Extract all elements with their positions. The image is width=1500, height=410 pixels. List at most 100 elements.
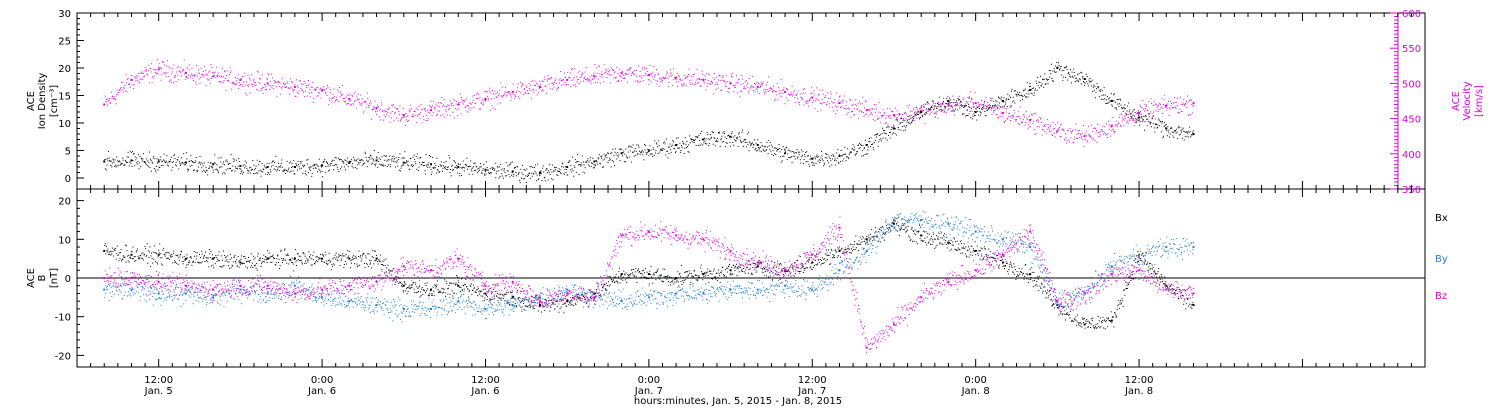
velocity-series-sample bbox=[1118, 116, 1120, 118]
density-series-sample bbox=[700, 143, 702, 145]
density-series-sample bbox=[672, 139, 674, 141]
bx-series-sample bbox=[112, 255, 114, 257]
velocity-series-sample bbox=[321, 90, 323, 92]
density-series-sample bbox=[702, 138, 704, 140]
density-series-sample bbox=[514, 167, 516, 169]
density-series-sample bbox=[332, 169, 334, 171]
density-series-sample bbox=[1190, 134, 1192, 136]
velocity-series-sample bbox=[826, 101, 828, 103]
density-series-sample bbox=[580, 162, 582, 164]
density-series-sample bbox=[960, 104, 962, 106]
bx-series-sample bbox=[143, 254, 145, 256]
velocity-series-sample bbox=[1172, 107, 1174, 109]
velocity-series-sample bbox=[1182, 104, 1184, 106]
velocity-series-sample bbox=[264, 83, 266, 85]
velocity-series-sample bbox=[785, 97, 787, 99]
velocity-series-sample bbox=[474, 94, 476, 96]
velocity-series-sample bbox=[639, 75, 641, 77]
velocity-series bbox=[103, 59, 1195, 147]
density-series-sample bbox=[962, 113, 964, 115]
bx-series-sample bbox=[117, 254, 119, 256]
velocity-series-sample bbox=[681, 85, 683, 87]
velocity-series-sample bbox=[816, 87, 818, 89]
density-series-sample bbox=[568, 161, 570, 163]
velocity-series-sample bbox=[524, 88, 526, 90]
density-series-sample bbox=[810, 158, 812, 160]
density-series-sample bbox=[742, 140, 744, 142]
velocity-series-sample bbox=[714, 78, 716, 80]
density-series-sample bbox=[537, 178, 539, 180]
velocity-series-sample bbox=[881, 115, 883, 117]
density-series-sample bbox=[199, 161, 201, 163]
velocity-series-sample bbox=[783, 91, 785, 93]
density-series-sample bbox=[518, 171, 520, 173]
density-series-sample bbox=[999, 97, 1001, 99]
velocity-series-sample bbox=[895, 114, 897, 116]
density-series-sample bbox=[496, 170, 498, 172]
velocity-series-sample bbox=[1182, 102, 1184, 104]
density-series-sample bbox=[1015, 93, 1017, 95]
density-series-sample bbox=[951, 105, 953, 107]
density-series-sample bbox=[262, 168, 264, 170]
velocity-series-sample bbox=[1048, 127, 1050, 129]
velocity-series-sample bbox=[173, 76, 175, 78]
velocity-series-sample bbox=[995, 108, 997, 110]
density-series-sample bbox=[1188, 136, 1190, 138]
density-series-sample bbox=[413, 165, 415, 167]
velocity-series-sample bbox=[1135, 113, 1137, 115]
velocity-series-sample bbox=[658, 74, 660, 76]
density-series-sample bbox=[479, 166, 481, 168]
density-series-sample bbox=[1060, 66, 1062, 68]
density-series-sample bbox=[539, 172, 541, 174]
density-series-sample bbox=[390, 166, 392, 168]
velocity-series-sample bbox=[504, 93, 506, 95]
density-series-sample bbox=[861, 150, 863, 152]
density-series-sample bbox=[938, 103, 940, 105]
density-series-sample bbox=[323, 160, 325, 162]
velocity-series-sample bbox=[868, 115, 870, 117]
bx-series-sample bbox=[252, 255, 254, 257]
bx-series-point bbox=[457, 284, 460, 287]
velocity-series-sample bbox=[904, 111, 906, 113]
velocity-series-sample bbox=[204, 73, 206, 75]
density-series-sample bbox=[718, 132, 720, 134]
density-series-sample bbox=[1080, 83, 1082, 85]
density-series-sample bbox=[256, 159, 258, 161]
velocity-series-sample bbox=[917, 110, 919, 112]
velocity-series-sample bbox=[300, 83, 302, 85]
density-series-sample bbox=[926, 101, 928, 103]
velocity-series-sample bbox=[343, 98, 345, 100]
bx-series-sample bbox=[120, 251, 122, 253]
velocity-series-sample bbox=[415, 114, 417, 116]
velocity-series-sample bbox=[803, 104, 805, 106]
velocity-series-sample bbox=[866, 113, 868, 115]
velocity-series-sample bbox=[825, 103, 827, 105]
velocity-series-sample bbox=[244, 84, 246, 86]
velocity-series-sample bbox=[413, 110, 415, 112]
velocity-series-sample bbox=[278, 85, 280, 87]
velocity-series-sample bbox=[516, 90, 518, 92]
velocity-series-sample bbox=[153, 69, 155, 71]
density-series-sample bbox=[538, 178, 540, 180]
density-series-sample bbox=[575, 161, 577, 163]
velocity-series-sample bbox=[463, 99, 465, 101]
density-series-sample bbox=[439, 164, 441, 166]
bx-series-sample bbox=[254, 257, 256, 259]
velocity-series-sample bbox=[414, 111, 416, 113]
velocity-series-sample bbox=[380, 102, 382, 104]
velocity-series-sample bbox=[721, 77, 723, 79]
density-series-sample bbox=[308, 167, 310, 169]
density-series-sample bbox=[736, 137, 738, 139]
velocity-series-sample bbox=[843, 95, 845, 97]
density-series-sample bbox=[160, 165, 162, 167]
velocity-series-sample bbox=[732, 72, 734, 74]
velocity-series-sample bbox=[517, 87, 519, 89]
density-series-sample bbox=[475, 165, 477, 167]
bx-series-sample bbox=[194, 255, 196, 257]
density-series-sample bbox=[957, 98, 959, 100]
density-series-sample bbox=[685, 147, 687, 149]
bx-series-sample bbox=[133, 256, 135, 258]
bx-series-sample bbox=[261, 263, 263, 265]
bx-series-sample bbox=[154, 251, 156, 253]
density-series-sample bbox=[161, 160, 163, 162]
